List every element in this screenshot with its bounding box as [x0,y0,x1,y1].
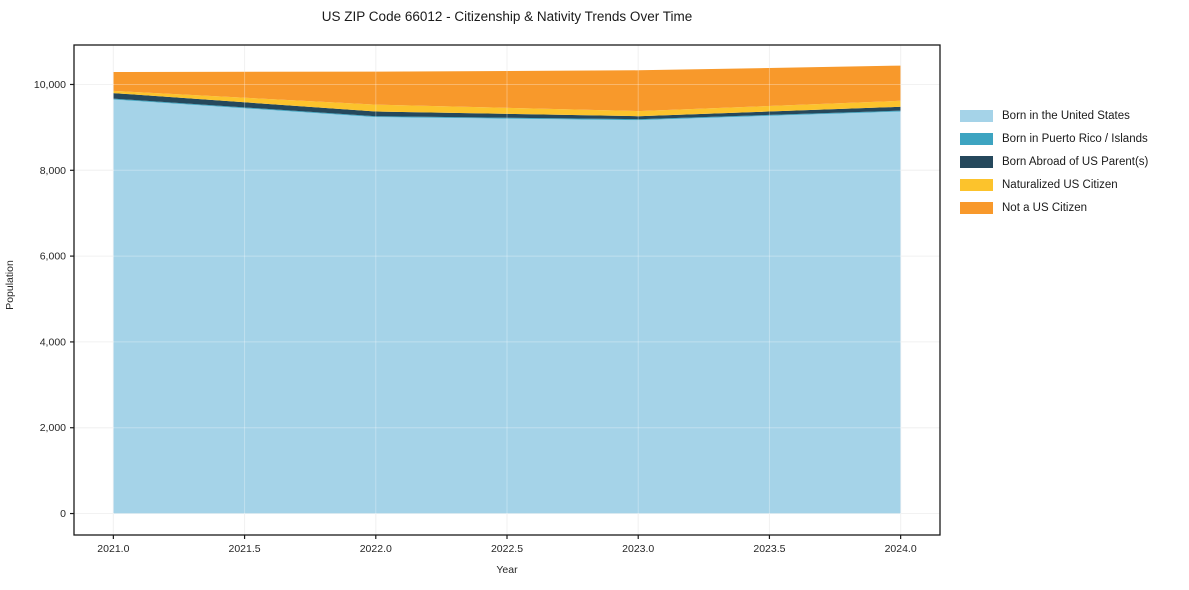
stacked-areas [113,65,901,514]
y-tick-label: 0 [60,508,66,520]
x-tick-label: 2023.5 [753,543,785,555]
legend-swatch-icon [960,201,993,214]
y-tick-label: 2,000 [40,422,66,434]
area-series-4 [113,65,901,112]
legend-swatch-icon [960,155,993,168]
x-tick-label: 2021.0 [97,543,129,555]
y-tick-label: 4,000 [40,336,66,348]
legend-swatch-icon [960,109,993,122]
legend-item-1: Born in Puerto Rico / Islands [960,127,1148,150]
area-series-2 [113,93,901,120]
x-tick-label: 2024.0 [885,543,917,555]
axis-ticks [70,83,902,539]
legend-label: Naturalized US Citizen [1002,178,1118,191]
legend: Born in the United States Born in Puerto … [960,104,1148,219]
x-tick-label: 2021.5 [229,543,261,555]
y-tick-label: 8,000 [40,165,66,177]
y-tick-label: 6,000 [40,251,66,263]
area-series-1 [113,98,901,121]
legend-item-4: Not a US Citizen [960,196,1148,219]
legend-swatch-icon [960,132,993,145]
legend-label: Not a US Citizen [1002,201,1088,214]
legend-item-0: Born in the United States [960,104,1148,127]
axis-tick-labels: 2021.0 2021.5 2022.0 2022.5 2023.0 2023.5 2024… [34,79,917,555]
y-axis-label: Population [4,260,16,310]
area-series-0 [113,99,901,514]
chart-title: US ZIP Code 66012 - Citizenship & Nativi… [321,9,693,24]
gridlines-overlay [74,45,940,535]
x-axis-label: Year [496,564,518,576]
y-tick-label: 10,000 [34,79,66,91]
legend-item-3: Naturalized US Citizen [960,173,1148,196]
legend-label: Born Abroad of US Parent(s) [1002,155,1149,168]
legend-label: Born in the United States [1002,109,1130,122]
legend-swatch-icon [960,178,993,191]
x-tick-label: 2022.5 [491,543,523,555]
legend-label: Born in Puerto Rico / Islands [1002,132,1148,145]
x-tick-label: 2023.0 [622,543,654,555]
legend-item-2: Born Abroad of US Parent(s) [960,150,1148,173]
x-tick-label: 2022.0 [360,543,392,555]
area-series-3 [113,90,901,117]
